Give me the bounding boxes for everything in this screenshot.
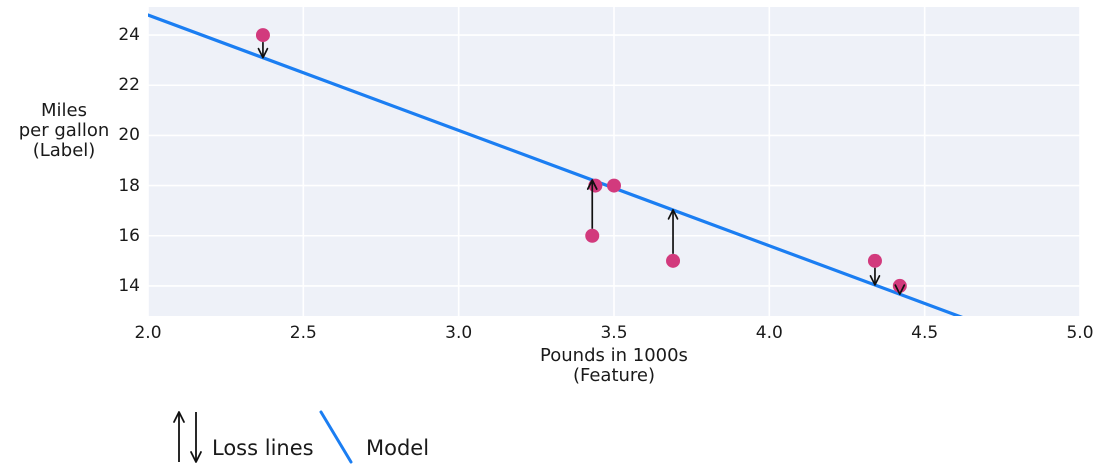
y-tick-label: 14	[118, 275, 140, 296]
legend-up-arrow-head	[173, 411, 185, 423]
legend-model-line-swatch	[319, 410, 353, 464]
x-tick-label: 3.5	[600, 323, 628, 343]
x-tick-label: 5.0	[1066, 323, 1094, 343]
loss-arrow-head	[586, 179, 598, 190]
loss-arrow-head	[257, 47, 269, 59]
x-axis-title: Pounds in 1000s (Feature)	[514, 346, 714, 386]
loss-arrow-head	[667, 209, 679, 220]
data-point	[607, 178, 621, 193]
y-tick-label: 20	[118, 125, 140, 146]
x-axis-title-line1: Pounds in 1000s	[540, 345, 688, 366]
x-axis-title-line2: (Feature)	[572, 365, 656, 386]
legend-model-label: Model	[366, 436, 430, 460]
loss-arrow-head	[869, 275, 881, 286]
data-point	[666, 253, 681, 268]
data-point	[585, 228, 600, 243]
data-point	[255, 28, 270, 43]
x-tick-label: 2.0	[134, 323, 162, 343]
loss-arrow-head	[894, 284, 906, 296]
x-tick-label: 3.0	[445, 323, 473, 343]
y-tick-label: 22	[118, 75, 140, 96]
y-axis-title-line3: (Label)	[32, 140, 96, 161]
legend-down-arrow-head	[190, 451, 202, 463]
y-tick-label: 18	[118, 175, 140, 196]
y-axis-title: Miles per gallon (Label)	[6, 101, 122, 161]
legend-loss-lines-label: Loss lines	[212, 436, 314, 460]
data-point	[867, 253, 882, 268]
x-tick-label: 4.0	[755, 323, 783, 343]
x-tick-label: 4.5	[911, 323, 939, 343]
data-point	[892, 278, 907, 293]
y-axis-title-line1: Miles	[41, 100, 87, 121]
y-axis-title-line2: per gallon	[18, 120, 110, 141]
x-tick-label: 2.5	[289, 323, 317, 343]
y-tick-label: 16	[118, 225, 140, 246]
y-tick-label: 24	[118, 25, 140, 46]
